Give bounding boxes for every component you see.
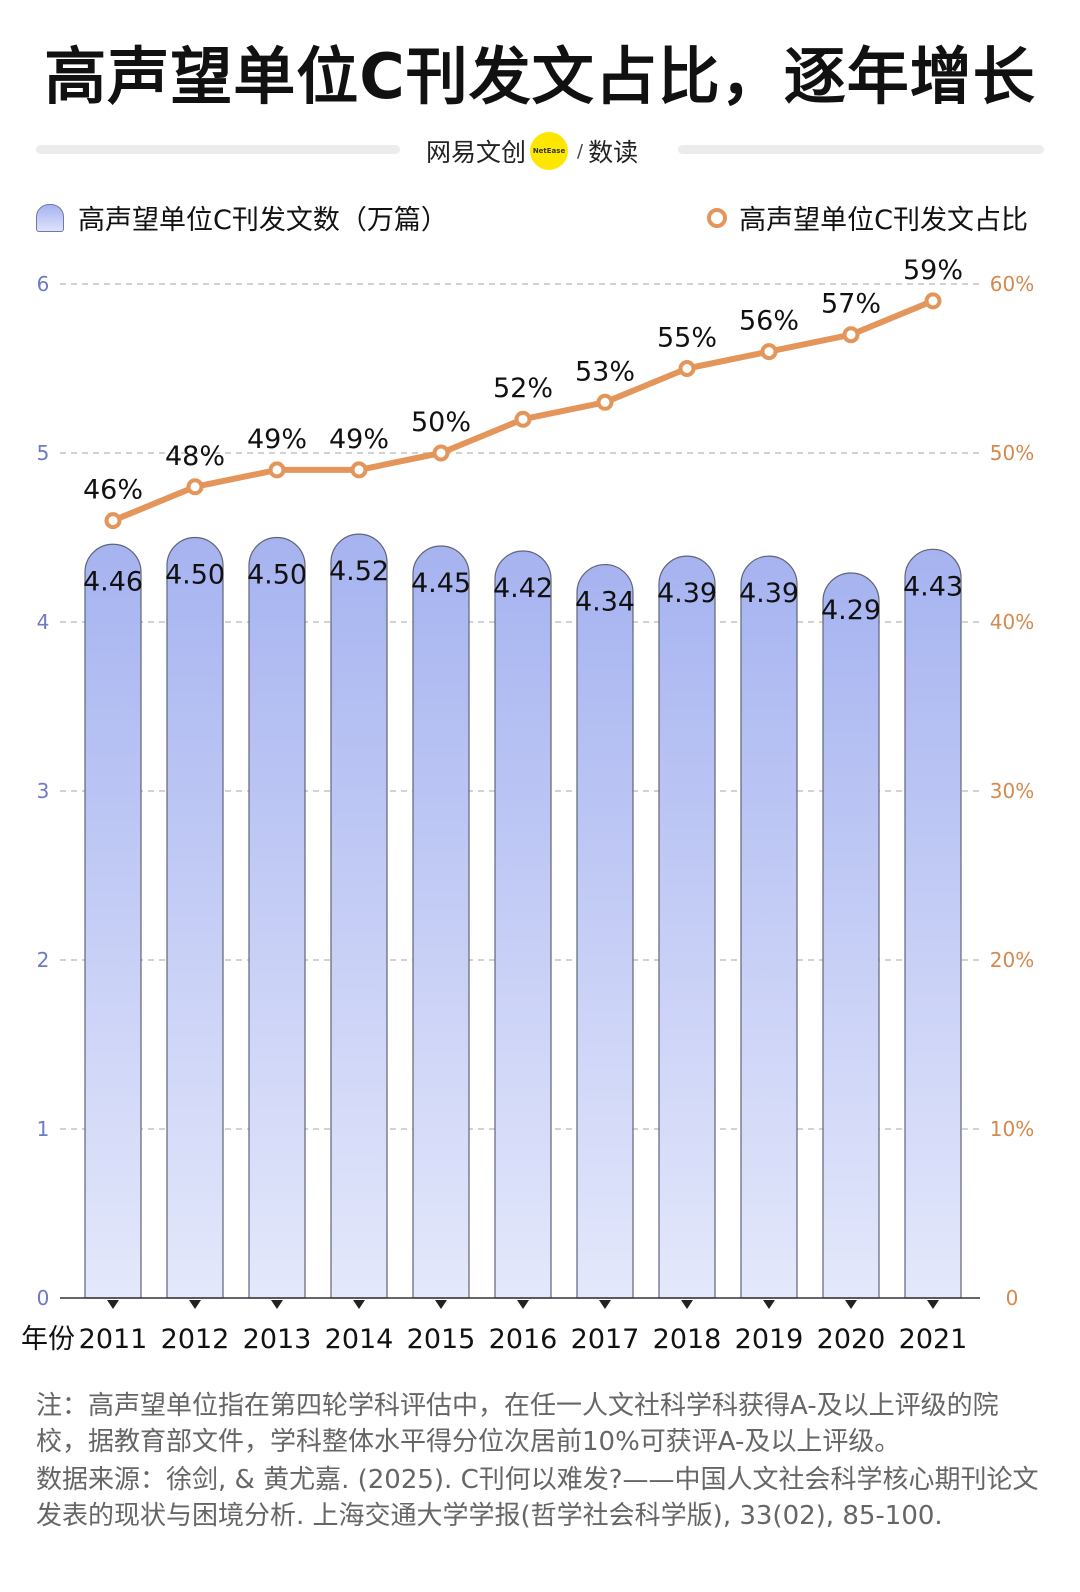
line-value-label: 53%: [575, 356, 635, 387]
bar: [248, 536, 306, 1299]
brand-row: 网易文创 NetEase / 数读: [36, 132, 1044, 170]
bar: [412, 545, 470, 1299]
line-value-label: 50%: [411, 407, 471, 438]
legend-bars: 高声望单位C刊发文数（万篇）: [36, 198, 448, 237]
line-point: [842, 326, 860, 344]
line-marker-icon: [707, 207, 728, 228]
line-point: [432, 444, 450, 462]
bar: [740, 555, 798, 1299]
tick-marker: [353, 1300, 365, 1309]
category-label: 2013: [243, 1324, 312, 1355]
bar-value-label: 4.42: [493, 573, 553, 604]
tick-marker: [763, 1300, 775, 1309]
line-value-label: 49%: [247, 424, 307, 455]
right-tick-label: 50%: [990, 441, 1034, 465]
bar: [330, 533, 388, 1299]
footnote: 注：高声望单位指在第四轮学科评估中，在任一人文社科学科获得A-及以上评级的院校，…: [36, 1391, 999, 1457]
category-label: 2015: [407, 1324, 476, 1355]
bar-value-label: 4.45: [411, 568, 471, 599]
bar: [576, 563, 634, 1299]
left-tick-label: 5: [37, 441, 50, 465]
category-label: 2016: [489, 1324, 558, 1355]
category-label: 2011: [79, 1324, 148, 1355]
line-point: [596, 393, 614, 411]
line-value-label: 59%: [903, 255, 963, 286]
left-tick-label: 4: [37, 610, 50, 634]
right-tick-label: 10%: [990, 1117, 1034, 1141]
tick-marker: [845, 1300, 857, 1309]
left-tick-label: 2: [37, 948, 50, 972]
line-point: [678, 360, 696, 377]
category-label: 2021: [899, 1324, 968, 1355]
line-point: [186, 478, 204, 496]
right-tick-label: 0: [1006, 1286, 1019, 1310]
bar-value-label: 4.39: [657, 578, 717, 609]
bar: [904, 548, 962, 1299]
bar-value-label: 4.50: [247, 560, 307, 591]
bar-value-label: 4.34: [575, 587, 635, 618]
bar-value-label: 4.50: [165, 560, 225, 591]
category-label: 2020: [817, 1324, 886, 1355]
line-value-label: 46%: [83, 475, 143, 506]
brand-separator: /: [577, 140, 584, 162]
bar-value-label: 4.39: [739, 578, 799, 609]
right-tick-label: 40%: [990, 610, 1034, 634]
line-point: [350, 461, 368, 479]
tick-marker: [517, 1300, 529, 1309]
line-value-label: 49%: [329, 424, 389, 455]
right-tick-label: 30%: [990, 779, 1034, 803]
source-note: 数据来源：徐剑, & 黄尤嘉. (2025). C刊何以难发?——中国人文社会科…: [36, 1465, 1039, 1531]
bar-value-label: 4.29: [821, 595, 881, 626]
line-value-label: 57%: [821, 289, 881, 320]
line-value-label: 48%: [165, 441, 225, 472]
line-point: [268, 461, 286, 479]
bar-value-label: 4.46: [83, 566, 143, 597]
tick-marker: [599, 1300, 611, 1309]
line-point: [514, 410, 532, 428]
category-label: 2012: [161, 1324, 230, 1355]
bar-value-label: 4.52: [329, 556, 389, 587]
right-tick-label: 20%: [990, 948, 1034, 972]
category-label: 2018: [653, 1324, 722, 1355]
bar: [84, 543, 142, 1299]
line-point: [760, 343, 778, 361]
brand-sub: 数读: [588, 138, 639, 167]
left-tick-label: 3: [37, 779, 50, 803]
legend-line: 高声望单位C刊发文占比: [707, 198, 1028, 237]
category-label: 2014: [325, 1324, 394, 1355]
category-label: 2019: [735, 1324, 804, 1355]
x-axis-title: 年份: [21, 1324, 75, 1355]
divider-right: [678, 145, 1044, 154]
right-tick-label: 60%: [990, 272, 1034, 296]
bar-value-label: 4.43: [903, 571, 963, 602]
line-value-label: 52%: [493, 373, 553, 404]
line-point: [104, 512, 122, 530]
chart-title: 高声望单位C刊发文占比，逐年增长: [44, 40, 1036, 113]
category-label: 2017: [571, 1324, 640, 1355]
legend-line-label: 高声望单位C刊发文占比: [739, 205, 1028, 236]
tick-marker: [189, 1300, 201, 1309]
line-value-label: 56%: [739, 306, 799, 337]
tick-marker: [107, 1300, 119, 1309]
left-tick-label: 6: [37, 272, 50, 296]
tick-marker: [681, 1300, 693, 1309]
divider-left: [36, 145, 400, 154]
brand-logo: 网易文创 NetEase / 数读: [426, 130, 638, 172]
brand-name: 网易文创: [426, 138, 527, 167]
left-tick-label: 0: [37, 1286, 50, 1310]
bar: [166, 536, 224, 1299]
line-point: [924, 292, 942, 310]
bar-swatch-icon: [36, 203, 64, 232]
legend-bars-label: 高声望单位C刊发文数（万篇）: [78, 205, 448, 236]
combo-chart: 0 0 1 10% 2 20% 3 30% 4 40% 5 50% 6 60% 4.46 4.50 4.50 4.…: [21, 255, 1034, 1355]
bar: [658, 555, 716, 1299]
bar: [494, 550, 552, 1299]
bar: [822, 572, 880, 1299]
tick-marker: [271, 1300, 283, 1309]
netease-logo-icon: NetEase: [530, 132, 569, 170]
line-value-label: 55%: [657, 323, 717, 354]
tick-marker: [435, 1300, 447, 1309]
tick-marker: [927, 1300, 939, 1309]
left-tick-label: 1: [37, 1117, 50, 1141]
